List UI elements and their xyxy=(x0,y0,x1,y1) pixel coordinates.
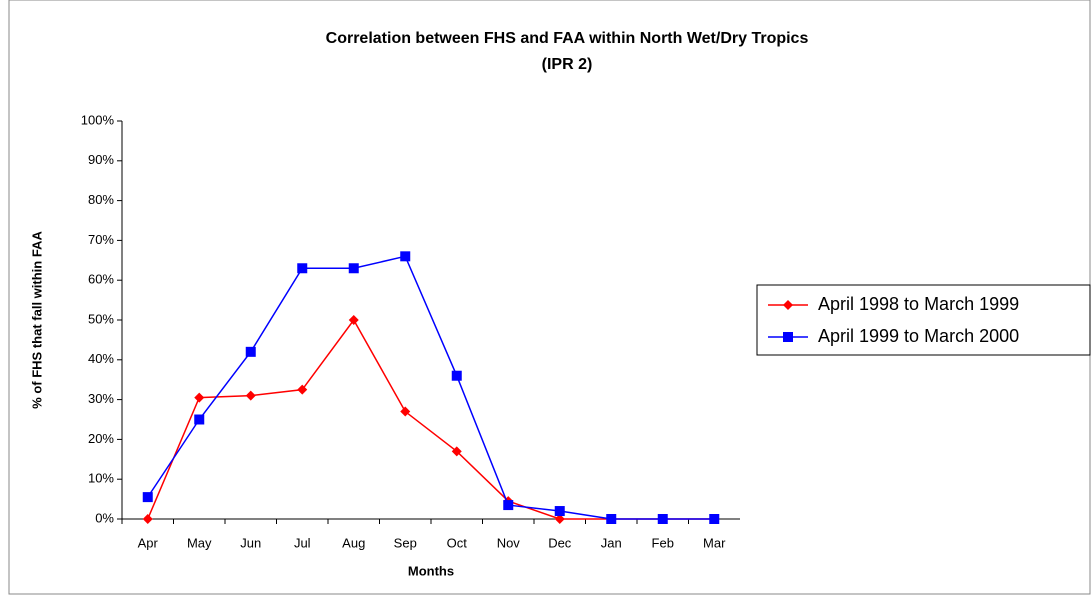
x-tick-label: Feb xyxy=(652,535,674,550)
point xyxy=(451,446,462,457)
point xyxy=(245,346,256,357)
chart-title: Correlation between FHS and FAA within N… xyxy=(326,30,809,47)
x-tick-label: Sep xyxy=(394,535,417,550)
point xyxy=(400,406,411,417)
point xyxy=(297,384,308,395)
x-tick-label: Aug xyxy=(342,535,365,550)
point xyxy=(709,514,720,524)
point xyxy=(400,251,411,262)
point xyxy=(554,514,565,524)
point xyxy=(503,500,514,511)
point xyxy=(142,492,153,503)
point xyxy=(451,370,462,381)
y-tick-label: 20% xyxy=(88,431,114,446)
point xyxy=(348,315,359,325)
legend-marker xyxy=(783,332,793,342)
series-line xyxy=(147,255,715,520)
chart-title: (IPR 2) xyxy=(542,56,593,73)
y-tick-label: 70% xyxy=(88,232,114,247)
x-tick-label: Jul xyxy=(294,535,311,550)
point xyxy=(142,514,153,524)
point xyxy=(194,414,205,425)
y-axis-label: % of FHS that fall within FAA xyxy=(29,231,44,409)
point xyxy=(245,390,256,401)
x-tick-label: Apr xyxy=(138,535,159,550)
legend-marker xyxy=(783,300,793,310)
y-tick-label: 40% xyxy=(88,351,114,366)
x-tick-label: Jun xyxy=(240,535,261,550)
y-tick-label: 50% xyxy=(88,311,114,326)
legend-label: April 1999 to March 2000 xyxy=(818,326,1019,346)
y-tick-label: 80% xyxy=(88,192,114,207)
x-axis-label: Months xyxy=(408,563,454,578)
point xyxy=(606,514,617,524)
y-tick-label: 100% xyxy=(81,112,115,127)
x-tick-label: Dec xyxy=(548,535,572,550)
y-tick-label: 60% xyxy=(88,272,114,287)
x-tick-label: Jan xyxy=(601,535,622,550)
point xyxy=(554,506,565,517)
legend xyxy=(756,284,1091,356)
point xyxy=(657,514,668,524)
y-tick-label: 30% xyxy=(88,391,114,406)
x-tick-label: Nov xyxy=(497,535,521,550)
x-tick-label: May xyxy=(187,535,212,550)
y-tick-label: 0% xyxy=(95,510,114,525)
point xyxy=(297,263,308,274)
point xyxy=(348,263,359,274)
x-tick-label: Mar xyxy=(703,535,726,550)
legend-label: April 1998 to March 1999 xyxy=(818,294,1019,314)
point xyxy=(194,392,205,403)
y-tick-label: 90% xyxy=(88,152,114,167)
y-tick-label: 10% xyxy=(88,471,114,486)
x-tick-label: Oct xyxy=(447,535,468,550)
